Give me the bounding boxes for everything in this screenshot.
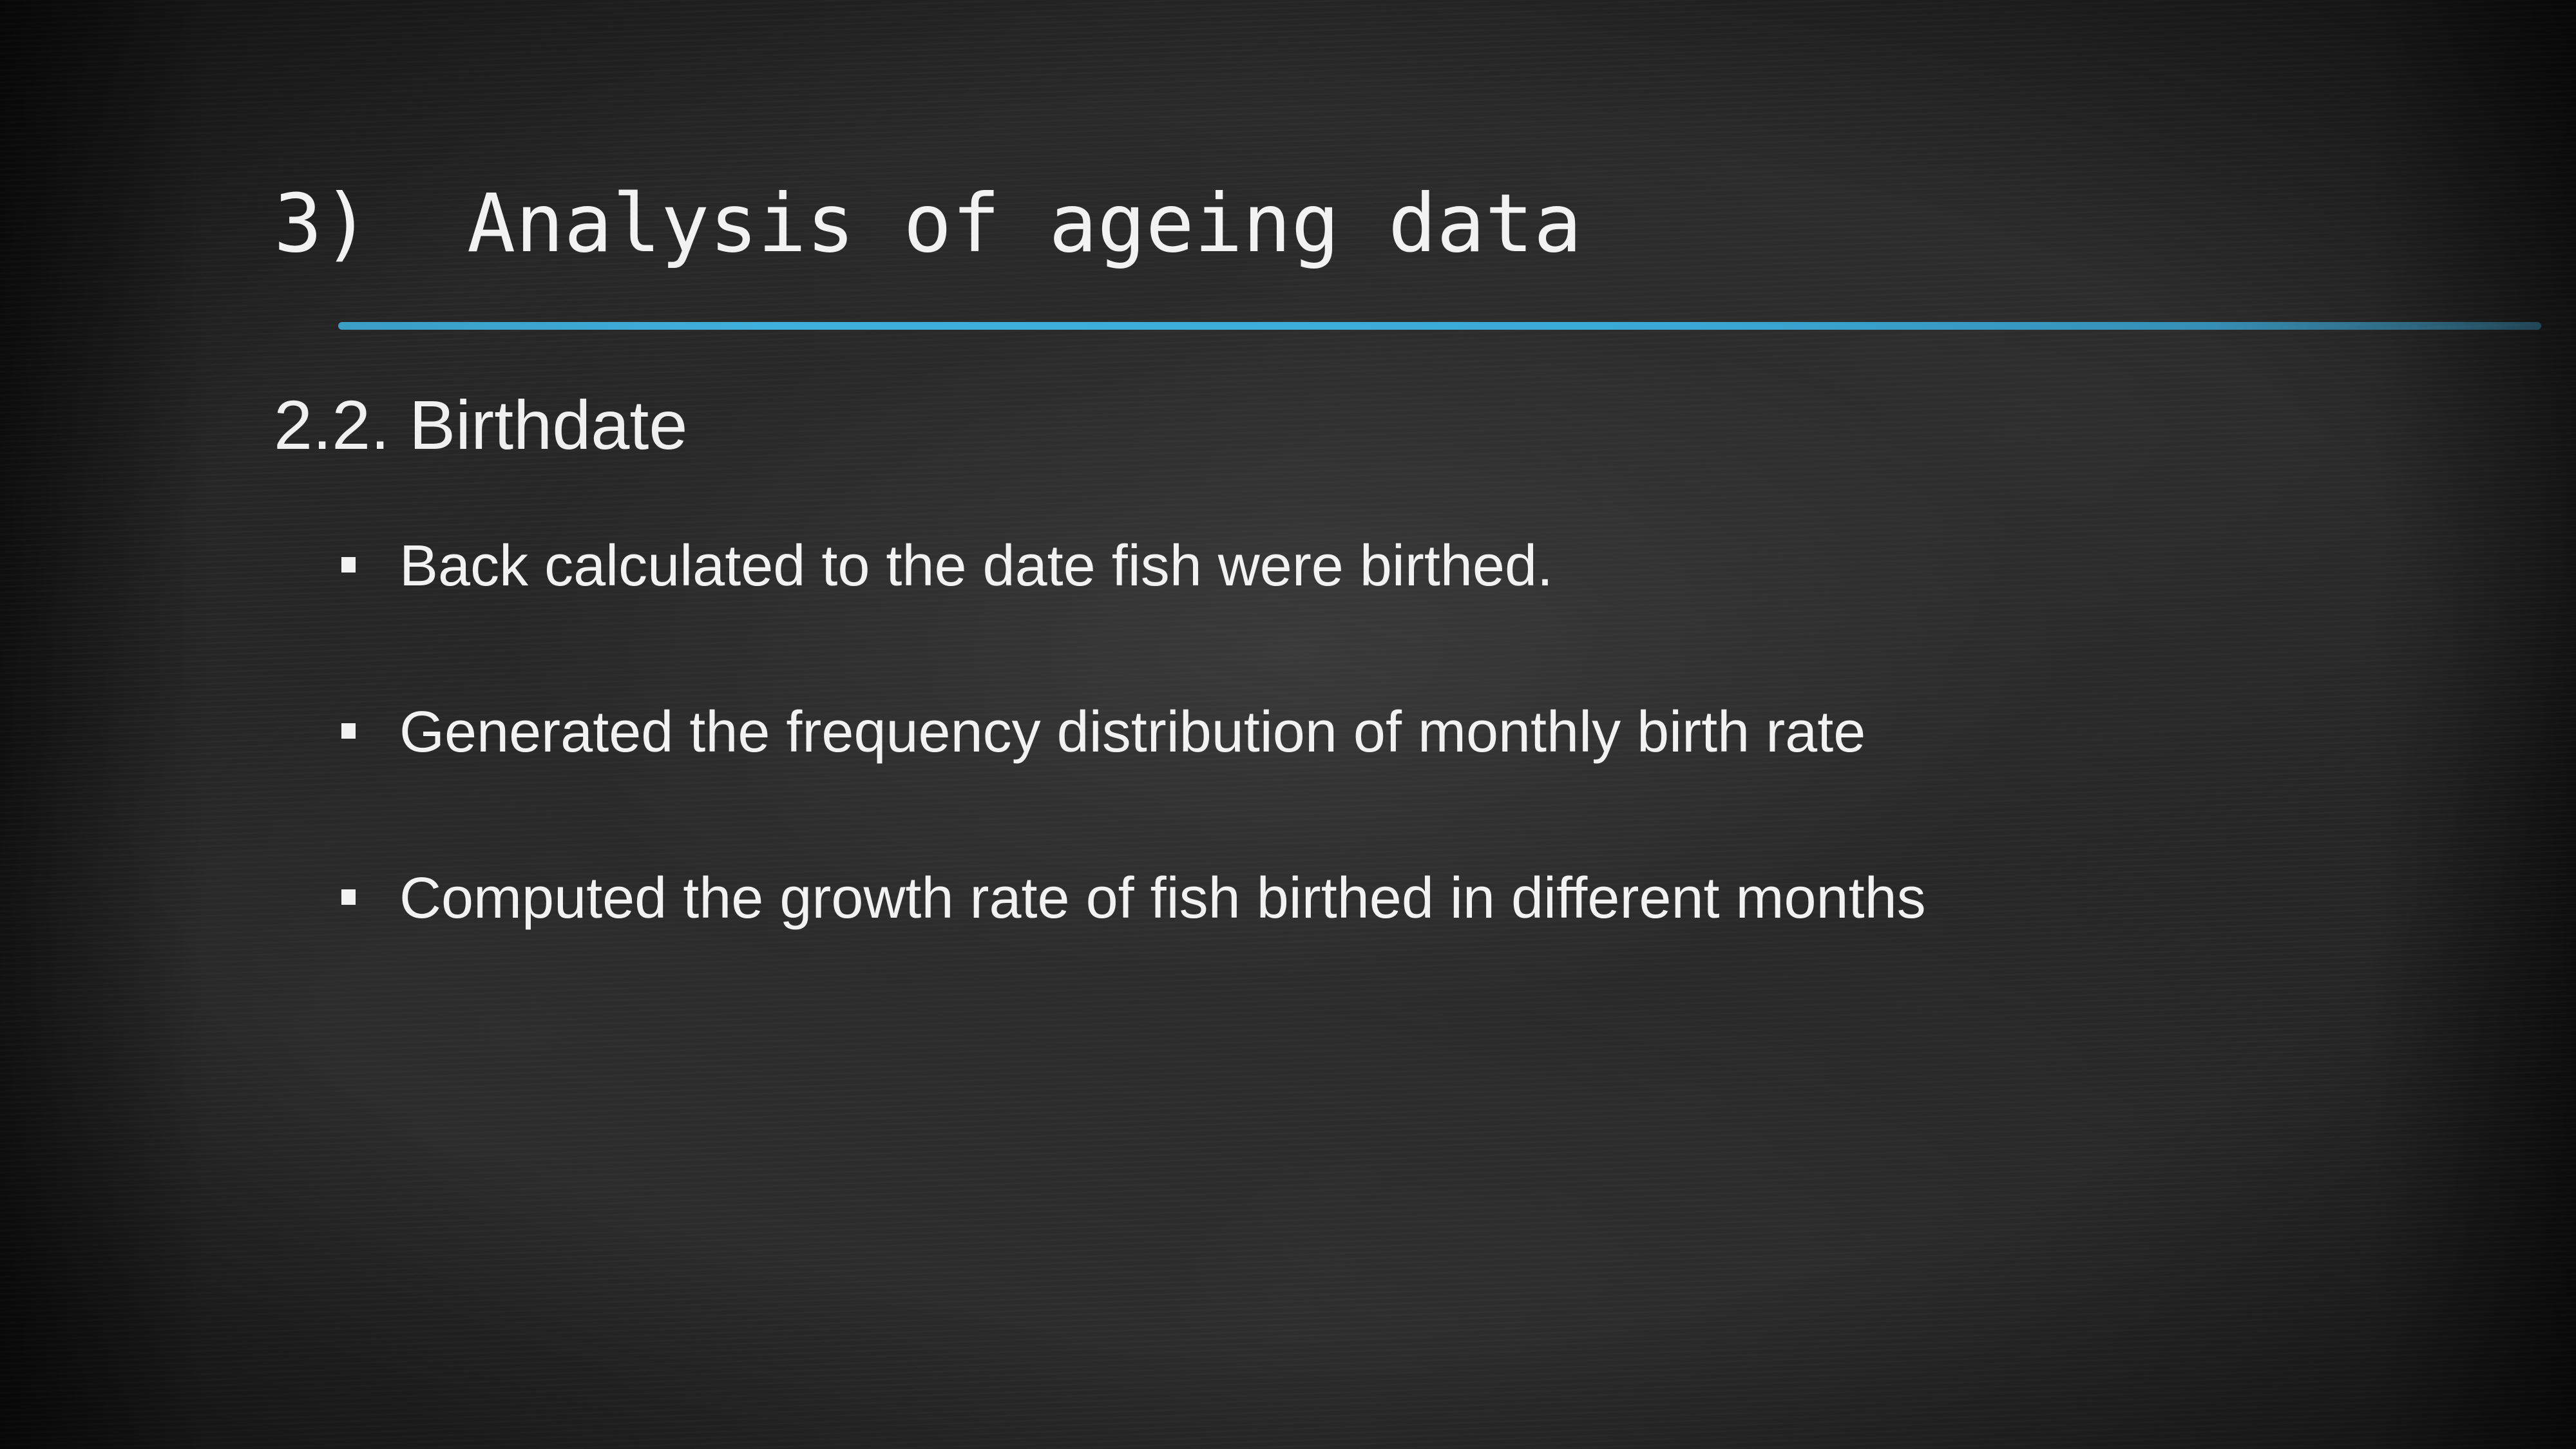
square-bullet-icon (341, 889, 356, 905)
slide-title: 3) Analysis of ageing data (274, 173, 1582, 276)
title-number: 3) (274, 177, 371, 270)
square-bullet-icon (341, 723, 356, 739)
bullet-text: Back calculated to the date fish were bi… (399, 534, 1554, 598)
title-text: Analysis of ageing data (467, 177, 1582, 270)
square-bullet-icon (341, 557, 356, 573)
section-subtitle: 2.2. Birthdate (274, 386, 688, 464)
title-underline-rule (338, 322, 2541, 330)
bullet-text: Generated the frequency distribution of … (399, 700, 1866, 764)
bullet-text: Computed the growth rate of fish birthed… (399, 866, 1926, 931)
